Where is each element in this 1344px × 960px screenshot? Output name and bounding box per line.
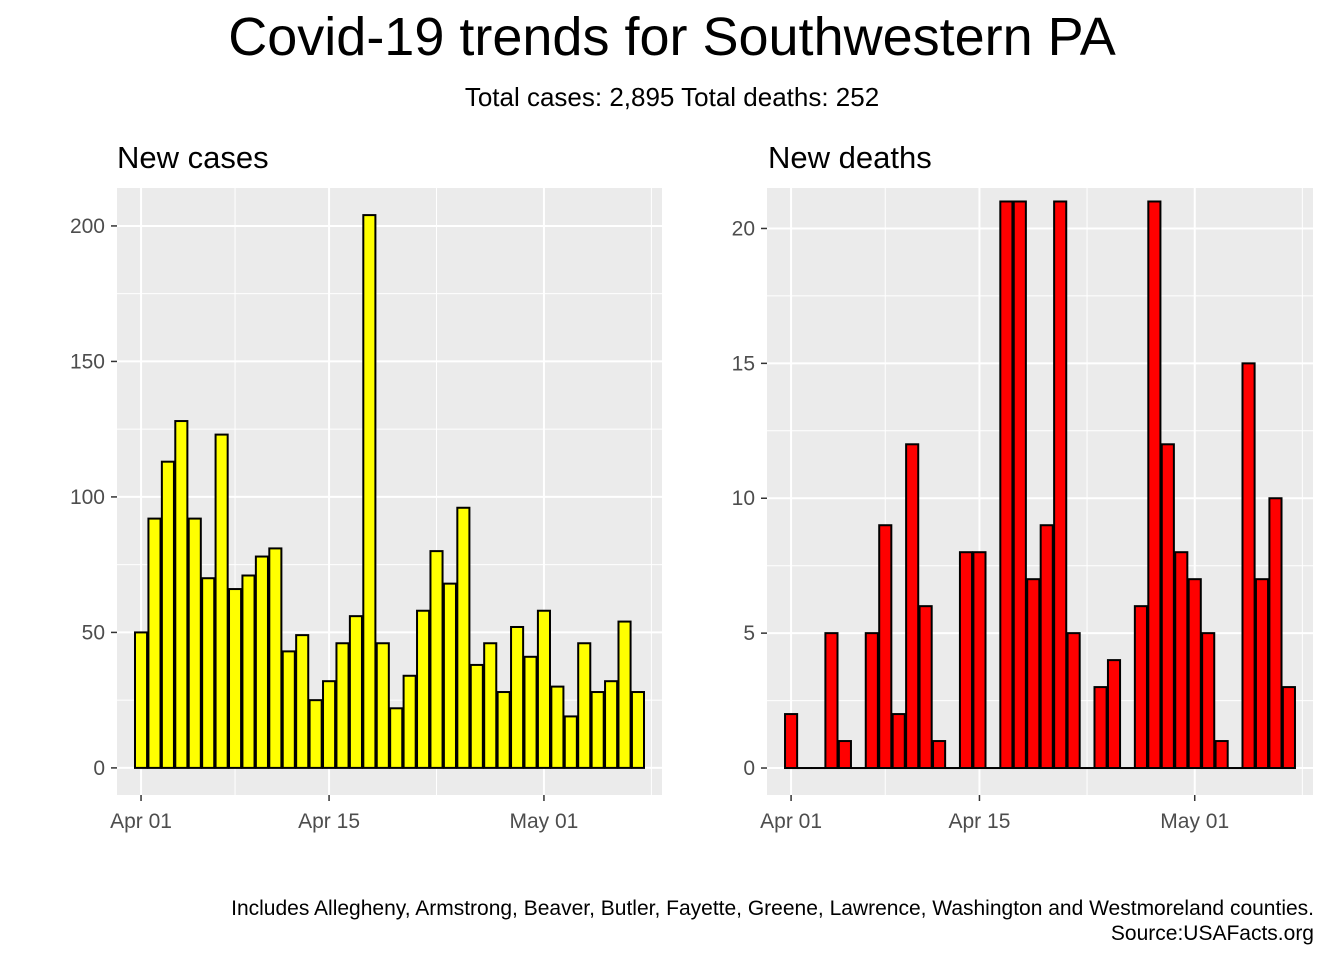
bar (1241, 362, 1256, 770)
y-tick-label: 15 (732, 352, 755, 375)
bar (1039, 524, 1054, 770)
page-subtitle: Total cases: 2,895 Total deaths: 252 (464, 82, 880, 112)
panel-title: New cases (117, 140, 269, 175)
bar (1214, 740, 1229, 770)
bar (201, 577, 216, 769)
x-tick-label: Apr 15 (949, 810, 1011, 833)
x-tick-label: Apr 01 (110, 810, 172, 833)
bar (590, 691, 605, 769)
y-tick-label: 20 (732, 217, 755, 240)
bar (362, 214, 377, 769)
bar (496, 691, 511, 769)
bar (1254, 578, 1270, 770)
bar (295, 634, 310, 769)
bar (864, 632, 879, 770)
bar (958, 551, 974, 770)
bar (1187, 578, 1202, 770)
bar (1281, 686, 1296, 770)
y-tick-label: 5 (743, 622, 755, 645)
bar (1026, 578, 1041, 770)
bar (147, 517, 162, 769)
bar (241, 574, 256, 769)
bar (375, 642, 390, 769)
x-tick-label: Apr 15 (298, 810, 360, 833)
bar (402, 674, 417, 769)
y-tick-label: 10 (732, 487, 755, 510)
bar (308, 699, 323, 769)
bar (254, 555, 269, 769)
bar (630, 691, 646, 769)
bar (133, 631, 149, 769)
bar (160, 460, 175, 769)
bar (536, 609, 551, 769)
bar (469, 663, 484, 769)
y-tick-label: 200 (70, 215, 105, 238)
bar (550, 685, 565, 769)
bar (228, 588, 243, 769)
bar (972, 551, 987, 770)
bar (187, 517, 202, 769)
bar (878, 524, 893, 770)
bar (429, 550, 444, 769)
x-tick-label: Apr 01 (760, 810, 822, 833)
y-tick-label: 0 (93, 757, 105, 780)
caption-counties: Includes Allegheny, Armstrong, Beaver, B… (231, 897, 1314, 920)
bar (456, 506, 471, 769)
bar (1133, 605, 1148, 770)
bar (1147, 200, 1162, 770)
bar (1174, 551, 1189, 770)
bar (1106, 659, 1122, 770)
new-deaths-chart: New deaths 0 5 10 15 20 Apr 01 Apr 15 May 01 (732, 140, 1313, 833)
bar (389, 707, 404, 769)
bar (617, 620, 632, 769)
bar (416, 609, 431, 769)
bar (891, 713, 906, 770)
bar (442, 582, 457, 769)
bar (837, 740, 852, 770)
bar (268, 547, 283, 769)
x-tick-label: May 01 (1160, 810, 1229, 833)
y-tick-label: 100 (70, 486, 105, 509)
panel-title: New deaths (768, 140, 932, 175)
bar (1053, 200, 1068, 770)
bar (322, 680, 337, 769)
bar (1201, 632, 1216, 770)
bar (1268, 497, 1283, 770)
bar (483, 642, 498, 769)
bar (577, 642, 592, 769)
caption: Includes Allegheny, Armstrong, Beaver, B… (231, 896, 1314, 946)
bar (784, 713, 799, 770)
bar (604, 680, 619, 769)
y-tick-label: 150 (70, 350, 105, 373)
bar (824, 632, 839, 770)
bar (563, 715, 578, 769)
bar (348, 615, 363, 769)
bar (510, 625, 525, 769)
x-tick-label: May 01 (510, 810, 579, 833)
bar (281, 650, 296, 769)
bar (918, 605, 933, 770)
bar (1012, 200, 1027, 770)
bar (1093, 686, 1108, 770)
bar (999, 200, 1014, 770)
bar (523, 655, 538, 769)
bar (174, 420, 189, 769)
bar (1160, 443, 1175, 770)
bar (905, 443, 920, 770)
new-cases-chart: New cases 0 50 100 150 200 Apr 01 Apr 15 May 01 (70, 140, 662, 833)
caption-source: Source:USAFacts.org (1110, 922, 1314, 945)
bar (1066, 632, 1081, 770)
y-tick-label: 0 (743, 757, 755, 780)
page-title: Covid-19 trends for Southwestern PA (228, 7, 1116, 67)
y-tick-label: 50 (82, 621, 105, 644)
bar (335, 642, 350, 769)
bar (932, 740, 947, 770)
bar (214, 433, 229, 769)
